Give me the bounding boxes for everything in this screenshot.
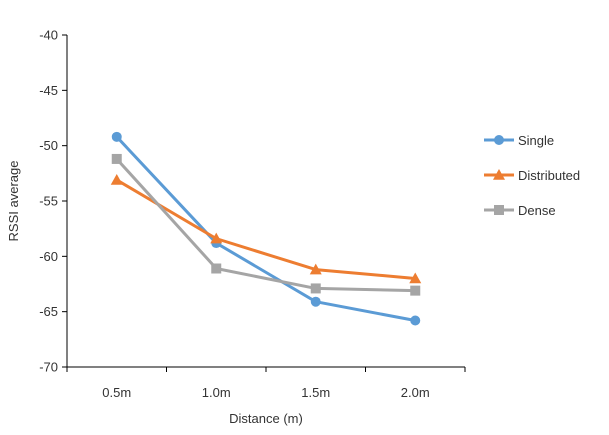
data-point-distributed	[110, 173, 123, 185]
series-single	[111, 131, 421, 326]
x-axis-title: Distance (m)	[229, 411, 303, 426]
legend-marker-distributed	[493, 169, 505, 180]
legend-marker-single	[494, 135, 504, 145]
data-point-distributed	[409, 272, 422, 284]
data-point-single	[410, 315, 421, 326]
x-tick-label: 1.0m	[202, 385, 231, 400]
plot-area: -40 -45 -50 -55 -60 -65 -70 0.5m 1.0m 1.5m 2.0m	[39, 28, 466, 400]
legend-label-distributed: Distributed	[518, 168, 580, 183]
x-tick-label: 1.5m	[301, 385, 330, 400]
series-layer	[110, 131, 422, 326]
series-dense	[111, 153, 421, 296]
legend-label-dense: Dense	[518, 203, 556, 218]
legend: Single Distributed Dense	[484, 133, 580, 218]
y-tick-label: -50	[39, 138, 58, 153]
x-ticks: 0.5m 1.0m 1.5m 2.0m	[66, 367, 466, 400]
data-point-dense	[111, 153, 122, 164]
y-tick-label: -55	[39, 194, 58, 209]
y-tick-label: -40	[39, 28, 58, 43]
y-tick-label: -70	[39, 360, 58, 375]
data-point-single	[111, 131, 122, 142]
legend-item-distributed: Distributed	[484, 168, 580, 183]
legend-marker-dense	[494, 205, 504, 215]
series-line-single	[115, 135, 417, 323]
data-point-dense	[211, 263, 222, 274]
series-line-dense	[115, 157, 417, 293]
y-tick-label: -60	[39, 249, 58, 264]
legend-item-dense: Dense	[484, 203, 556, 218]
data-point-single	[310, 296, 321, 307]
y-tick-label: -65	[39, 304, 58, 319]
y-ticks: -40 -45 -50 -55 -60 -65 -70	[39, 28, 67, 375]
data-point-dense	[310, 283, 321, 294]
x-tick-label: 2.0m	[401, 385, 430, 400]
data-point-distributed	[210, 232, 223, 244]
data-point-dense	[410, 285, 421, 296]
y-tick-label: -45	[39, 83, 58, 98]
legend-item-single: Single	[484, 133, 554, 148]
series-distributed	[110, 173, 422, 284]
legend-label-single: Single	[518, 133, 554, 148]
x-tick-label: 0.5m	[102, 385, 131, 400]
data-point-distributed	[309, 263, 322, 275]
series-line-distributed	[115, 178, 417, 280]
y-axis-title: RSSI average	[6, 161, 21, 242]
